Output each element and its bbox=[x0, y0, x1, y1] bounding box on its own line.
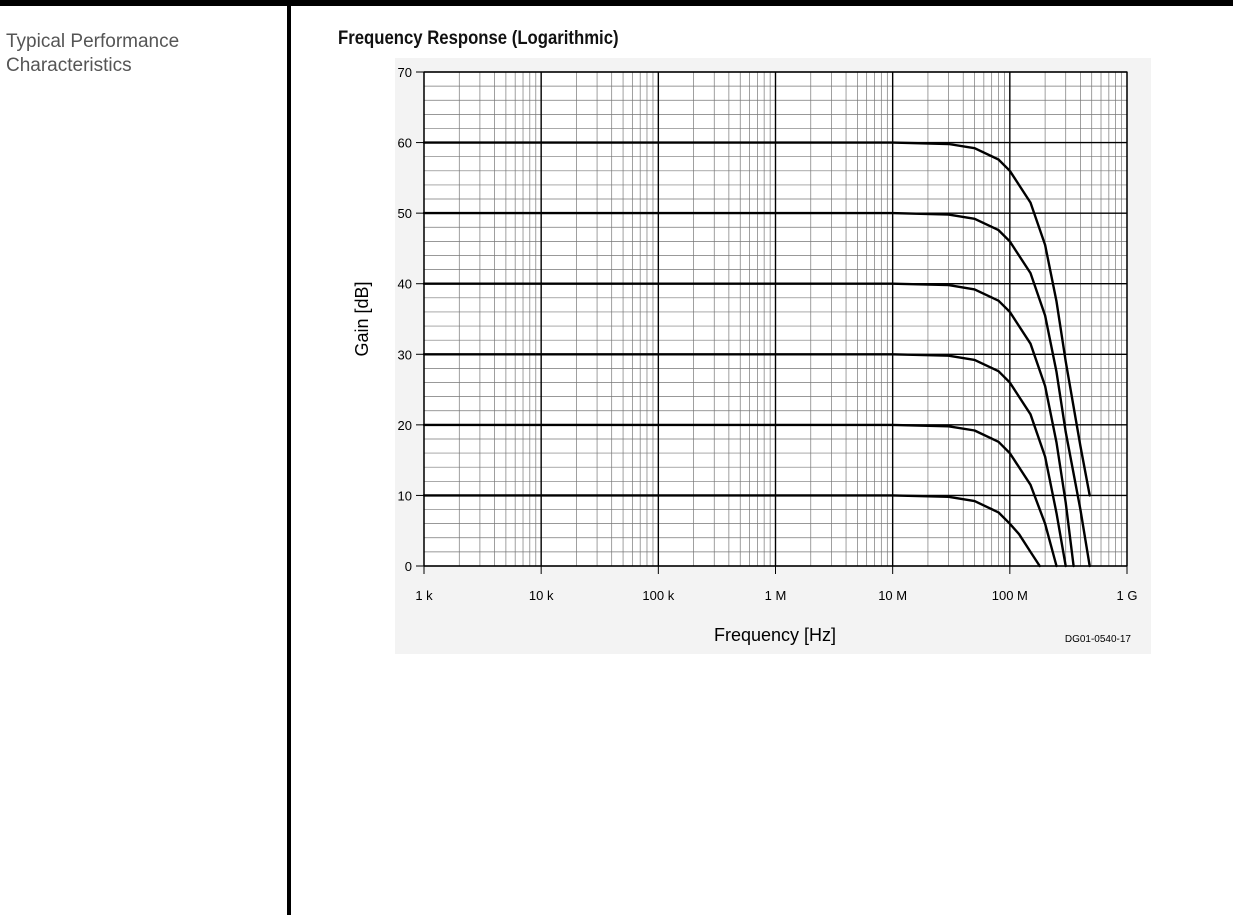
top-rule bbox=[0, 0, 1233, 6]
gain-series-line-5 bbox=[422, 211, 1091, 568]
y-tick-label: 0 bbox=[405, 559, 412, 574]
gain-series-line-3 bbox=[422, 353, 1067, 568]
x-tick-label: 10 k bbox=[529, 588, 554, 603]
y-tick-label: 20 bbox=[398, 418, 412, 433]
y-axis-label: Gain [dB] bbox=[352, 281, 372, 356]
figure-id: DG01-0540-17 bbox=[1065, 634, 1132, 645]
x-tick-label: 1 k bbox=[415, 588, 433, 603]
gain-series-line-4 bbox=[422, 282, 1075, 568]
gain-series-line-1 bbox=[422, 494, 1041, 568]
y-tick-label: 30 bbox=[398, 347, 412, 362]
x-tick-label: 10 M bbox=[878, 588, 907, 603]
y-tick-label: 70 bbox=[398, 65, 412, 80]
x-tick-label: 100 M bbox=[992, 588, 1028, 603]
x-tick-label: 100 k bbox=[642, 588, 674, 603]
section-heading: Typical Performance Characteristics bbox=[6, 31, 180, 76]
y-tick-label: 40 bbox=[398, 277, 412, 292]
y-tick-label: 60 bbox=[398, 136, 412, 151]
y-tick-label: 50 bbox=[398, 206, 412, 221]
x-tick-label: 1 M bbox=[765, 588, 787, 603]
series-layer bbox=[422, 141, 1091, 568]
chart-title: Frequency Response (Logarithmic) bbox=[338, 28, 619, 49]
gain-series-line-2 bbox=[422, 423, 1058, 568]
side-rule bbox=[287, 0, 291, 915]
gain-series-line-6 bbox=[422, 141, 1091, 497]
x-axis-label: Frequency [Hz] bbox=[714, 625, 836, 645]
x-tick-label: 1 G bbox=[1117, 588, 1138, 603]
axis-layer: 0 10 20 30 40 50 60 70 1 k 10 k 100 k 1 M 10 M 100 M 1… bbox=[398, 65, 1138, 603]
y-tick-label: 10 bbox=[398, 488, 412, 503]
